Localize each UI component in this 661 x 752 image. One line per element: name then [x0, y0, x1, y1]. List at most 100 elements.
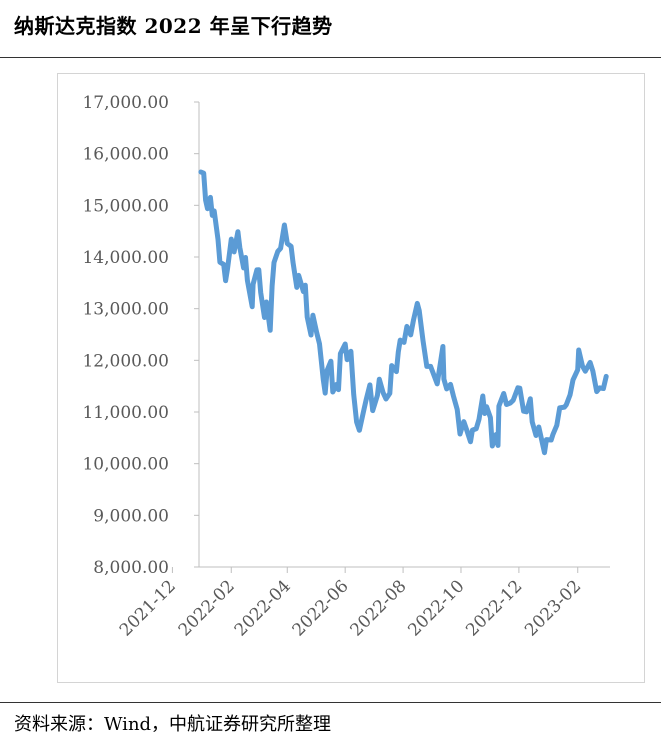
data-point	[550, 439, 552, 441]
y-tick-label: 8,000.00	[93, 558, 169, 578]
data-point	[312, 314, 314, 316]
data-point	[273, 261, 275, 264]
data-point	[310, 334, 312, 336]
data-point	[538, 426, 540, 428]
data-point	[365, 399, 367, 401]
data-point	[517, 387, 519, 389]
data-point	[495, 433, 497, 436]
data-point	[525, 411, 528, 413]
data-point	[475, 428, 477, 430]
data-point	[296, 286, 298, 288]
y-tick-label: 15,000.00	[82, 196, 169, 216]
top-divider	[0, 57, 661, 58]
data-point	[223, 263, 225, 265]
data-point	[543, 452, 546, 454]
data-point	[306, 316, 308, 318]
data-point	[336, 383, 338, 385]
data-point	[478, 418, 480, 420]
data-point	[426, 365, 428, 367]
data-point	[302, 290, 304, 293]
data-point	[237, 231, 239, 233]
data-point	[277, 250, 279, 252]
data-point	[256, 269, 258, 271]
data-point	[505, 403, 508, 406]
data-point	[200, 171, 202, 173]
data-point	[446, 388, 448, 390]
data-point	[203, 172, 205, 174]
data-point	[512, 399, 514, 401]
data-point	[552, 433, 554, 435]
data-point	[443, 378, 445, 380]
data-point	[344, 343, 346, 345]
y-tick-label: 11,000.00	[82, 403, 169, 423]
data-point	[578, 349, 580, 351]
data-point	[322, 379, 324, 381]
data-point	[523, 410, 525, 412]
data-point	[211, 214, 213, 216]
x-tick-label: 2022-10	[404, 576, 468, 640]
data-point	[498, 405, 500, 407]
data-point	[519, 387, 521, 389]
data-point	[356, 421, 358, 423]
data-point	[324, 392, 326, 394]
data-point	[382, 392, 384, 394]
data-point	[226, 268, 229, 270]
data-point	[326, 369, 328, 371]
data-point	[436, 383, 438, 385]
data-point	[332, 391, 334, 393]
data-point	[339, 353, 341, 355]
data-point	[556, 424, 558, 426]
y-tick-label: 12,000.00	[82, 351, 169, 371]
data-point	[280, 247, 282, 249]
data-point	[353, 393, 355, 395]
data-point	[283, 224, 285, 226]
x-tick-label: 2021-12	[116, 576, 180, 640]
x-tick-label: 2022-06	[289, 576, 353, 640]
bottom-divider	[0, 702, 661, 703]
data-point	[251, 306, 253, 308]
data-point	[206, 208, 209, 210]
y-tick-label: 13,000.00	[82, 300, 169, 320]
data-point	[292, 261, 294, 263]
data-point	[243, 267, 245, 269]
data-point	[545, 439, 548, 441]
data-point	[252, 283, 254, 285]
y-tick-label: 14,000.00	[82, 248, 169, 268]
data-point	[602, 387, 605, 390]
data-point	[503, 392, 505, 395]
x-axis: 2021-122022-022022-042022-062022-082022-…	[116, 566, 610, 640]
data-point	[572, 379, 574, 381]
data-point	[497, 444, 499, 446]
data-point	[271, 285, 273, 287]
data-point	[358, 429, 360, 431]
data-point	[225, 280, 227, 282]
data-point	[219, 261, 221, 263]
data-point	[563, 406, 566, 408]
data-point	[205, 199, 207, 201]
data-point	[466, 429, 468, 431]
data-point	[484, 412, 486, 415]
y-tick-label: 16,000.00	[82, 145, 169, 165]
data-point	[233, 251, 235, 253]
data-point	[290, 245, 292, 247]
data-point	[599, 387, 601, 389]
data-point	[397, 351, 399, 353]
data-point	[463, 421, 465, 423]
x-tick-label: 2023-02	[521, 576, 585, 640]
x-tick-label: 2022-04	[231, 576, 295, 640]
data-point	[260, 291, 262, 294]
data-point	[605, 375, 607, 377]
data-point	[577, 369, 579, 371]
data-point	[263, 316, 266, 319]
data-point	[217, 238, 219, 240]
data-point	[378, 378, 380, 380]
data-point	[213, 210, 215, 212]
data-point	[265, 301, 267, 303]
data-point	[589, 361, 591, 363]
data-point	[509, 402, 511, 404]
data-point	[239, 246, 241, 248]
data-point	[376, 394, 378, 396]
data-point	[529, 398, 531, 400]
data-point	[531, 421, 533, 423]
